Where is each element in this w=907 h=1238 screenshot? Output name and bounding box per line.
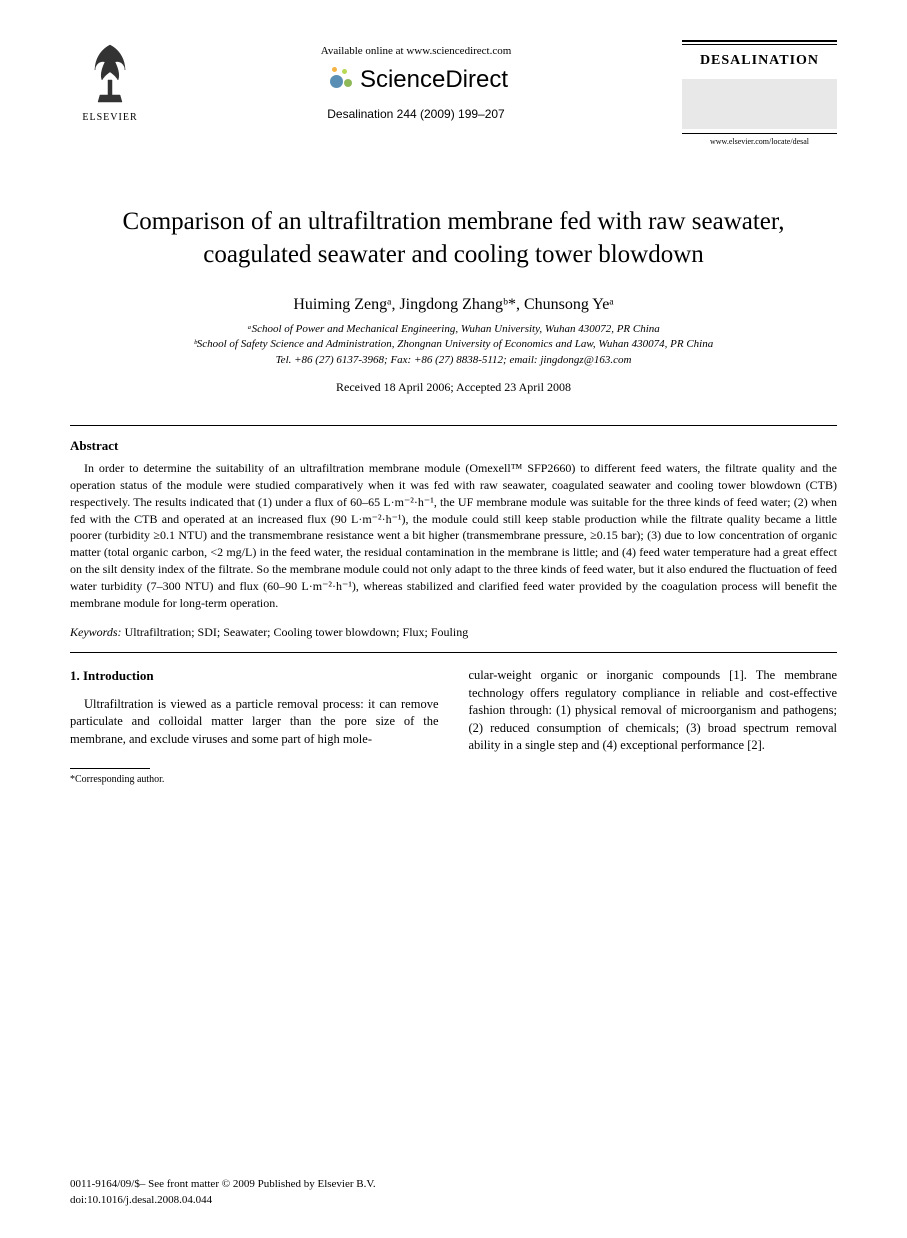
platform-name: ScienceDirect (360, 66, 508, 94)
publisher-name: ELSEVIER (70, 112, 150, 123)
intro-paragraph-left: Ultrafiltration is viewed as a particle … (70, 696, 439, 749)
keywords-label: Keywords: (70, 625, 122, 639)
authors: Huiming Zengᵃ, Jingdong Zhangᵇ*, Chunson… (70, 296, 837, 314)
article-title: Comparison of an ultrafiltration membran… (70, 206, 837, 271)
divider (70, 652, 837, 653)
journal-cover-thumbnail (682, 79, 837, 129)
column-right: cular-weight organic or inorganic compou… (469, 667, 838, 787)
journal-name: DESALINATION (682, 47, 837, 75)
journal-reference: Desalination 244 (2009) 199–207 (150, 107, 682, 121)
keywords-text: Ultrafiltration; SDI; Seawater; Cooling … (125, 625, 469, 639)
column-left: 1. Introduction Ultrafiltration is viewe… (70, 667, 439, 787)
page-header: ELSEVIER Available online at www.science… (70, 40, 837, 146)
abstract-heading: Abstract (70, 438, 837, 454)
journal-url: www.elsevier.com/locate/desal (682, 137, 837, 146)
contact-info: Tel. +86 (27) 6137-3968; Fax: +86 (27) 8… (70, 353, 837, 368)
corresponding-author-footnote: *Corresponding author. (70, 773, 439, 787)
center-header: Available online at www.sciencedirect.co… (150, 40, 682, 121)
article-dates: Received 18 April 2006; Accepted 23 Apri… (70, 380, 837, 395)
affiliation-a: ᵃSchool of Power and Mechanical Engineer… (70, 322, 837, 337)
keywords: Keywords: Ultrafiltration; SDI; Seawater… (70, 625, 837, 640)
affiliation-b: ᵇSchool of Safety Science and Administra… (70, 337, 837, 352)
journal-cover-box: DESALINATION www.elsevier.com/locate/des… (682, 40, 837, 146)
elsevier-tree-icon (80, 40, 140, 105)
available-online-text: Available online at www.sciencedirect.co… (150, 45, 682, 57)
section-1-heading: 1. Introduction (70, 667, 439, 685)
intro-paragraph-right: cular-weight organic or inorganic compou… (469, 667, 838, 755)
affiliations: ᵃSchool of Power and Mechanical Engineer… (70, 322, 837, 368)
footnote-separator (70, 768, 150, 769)
abstract-text: In order to determine the suitability of… (70, 460, 837, 611)
sciencedirect-dots-icon (324, 65, 354, 95)
divider (70, 425, 837, 426)
body-columns: 1. Introduction Ultrafiltration is viewe… (70, 667, 837, 787)
sciencedirect-logo: ScienceDirect (150, 65, 682, 95)
copyright-line: 0011-9164/09/$– See front matter © 2009 … (70, 1177, 376, 1192)
page-footer: 0011-9164/09/$– See front matter © 2009 … (70, 1177, 376, 1208)
doi-line: doi:10.1016/j.desal.2008.04.044 (70, 1193, 376, 1208)
elsevier-logo: ELSEVIER (70, 40, 150, 123)
